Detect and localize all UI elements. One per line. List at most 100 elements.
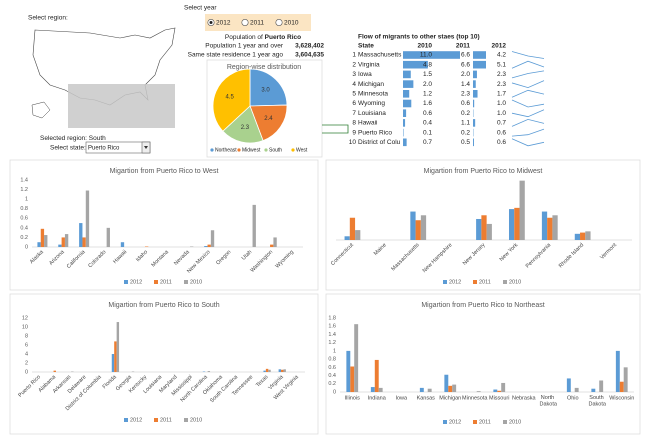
bar: [591, 388, 596, 392]
legend-swatch: [264, 148, 268, 152]
y-tick-label: 0.6: [328, 365, 336, 371]
bar: [350, 366, 355, 392]
population-rows: Population 1 year and over 3,628,402 Same …: [188, 43, 325, 59]
bar: [283, 369, 286, 372]
flow-table: State 2010 2011 2012 1 Massachusetts 11.0 6.6 4.…: [349, 43, 545, 147]
y-tick-label: 10: [22, 324, 28, 330]
radio[interactable]: [241, 18, 249, 26]
bar: [82, 237, 86, 247]
cell-value: 2.0: [461, 71, 470, 78]
y-tick-label: 6: [25, 342, 28, 348]
y-tick-label: 0: [25, 369, 28, 375]
cell-value: 1.1: [461, 120, 470, 127]
bar: [111, 354, 115, 372]
sparkline: [511, 99, 545, 108]
y-tick-label: 0.4: [328, 373, 336, 379]
bar: [61, 237, 65, 247]
connector: [322, 124, 349, 134]
legend-label: Midwest: [242, 147, 261, 153]
bar: [210, 230, 215, 247]
cell-value: 1.7: [497, 91, 506, 98]
legend-label: 2012: [449, 279, 461, 285]
legend-swatch: [237, 148, 241, 152]
cell-value: 0.6: [461, 100, 470, 107]
bar: [114, 341, 117, 372]
dropdown-arrow: [144, 146, 148, 149]
radio-dot: [209, 21, 213, 24]
cell-value: 0.5: [461, 139, 470, 146]
chart-title: Migartion from Puerto Rico to Northeast: [421, 302, 544, 309]
sparkline: [511, 60, 545, 69]
region-label: Select region:: [28, 15, 68, 22]
legend-swatch: [503, 420, 507, 424]
bar: [452, 384, 457, 392]
cell-value: 2.3: [497, 71, 506, 78]
bar: [501, 382, 506, 392]
y-tick-label: 1: [333, 348, 336, 354]
data-bar: [403, 128, 404, 137]
radio-label: 2011: [250, 20, 264, 27]
bar: [481, 215, 487, 240]
bar: [44, 235, 48, 247]
data-bar: [473, 70, 477, 79]
state: Virginia: [358, 61, 380, 68]
rank: 1: [352, 52, 356, 59]
legend-label: Northeast: [215, 147, 237, 153]
y-tick-label: 0.8: [20, 206, 28, 212]
bar: [419, 387, 424, 392]
bar: [599, 380, 604, 392]
data-bar: [473, 99, 475, 108]
cell-value: 2.0: [423, 81, 432, 88]
cell-value: 0.1: [423, 129, 432, 136]
data-bar: [403, 99, 412, 108]
radio-label: 2010: [284, 20, 299, 27]
table-header: 2011: [456, 43, 470, 50]
selected-region: Selected region: South: [40, 135, 106, 142]
cell-value: 4.8: [423, 61, 432, 68]
year-box: [205, 14, 311, 31]
state: Puerto Rico: [358, 129, 392, 136]
bar: [273, 237, 277, 247]
x-tick-label: Wisconsin: [609, 395, 634, 401]
legend-label: 2010: [509, 419, 521, 425]
legend-swatch: [184, 418, 188, 422]
cell-value: 0.6: [497, 139, 506, 146]
bar: [204, 246, 208, 247]
rank: 9: [352, 129, 356, 136]
us-map[interactable]: [31, 27, 176, 128]
legend-swatch: [124, 280, 128, 284]
sparkline: [511, 128, 545, 137]
bar: [252, 204, 256, 247]
radio[interactable]: [275, 18, 283, 26]
state: District of Colu: [358, 139, 401, 146]
legend-label: 2011: [160, 279, 172, 285]
bar: [263, 370, 266, 372]
bar: [40, 228, 45, 247]
map-alaska[interactable]: [31, 101, 51, 119]
bar: [278, 369, 282, 372]
state-label: Select state:: [50, 145, 86, 152]
bar: [486, 223, 492, 240]
y-tick-label: 1.2: [328, 340, 336, 346]
cell-value: 6.6: [461, 61, 470, 68]
table-title: Flow of migrants to other staes (top 10): [358, 34, 480, 41]
population-value: 3,628,402: [295, 43, 324, 50]
legend-label: 2012: [130, 417, 142, 423]
y-tick-label: 12: [22, 315, 28, 321]
x-tick-label: North Dakota: [540, 395, 558, 408]
legend-label: 2011: [479, 279, 491, 285]
rank: 5: [352, 91, 356, 98]
legend-label: 2010: [509, 279, 521, 285]
bar: [37, 242, 41, 247]
legend-label: 2012: [449, 419, 461, 425]
state-dropdown[interactable]: Puerto Rico: [85, 141, 151, 154]
sparkline: [511, 109, 545, 118]
bar: [410, 211, 416, 240]
x-tick-label: Ohio: [567, 395, 579, 401]
table-header: 2012: [492, 43, 507, 50]
cell-value: 4.2: [497, 52, 506, 59]
data-bar: [403, 109, 407, 117]
data-bar: [403, 119, 406, 127]
map-selection: [68, 84, 175, 128]
bar: [619, 381, 624, 392]
